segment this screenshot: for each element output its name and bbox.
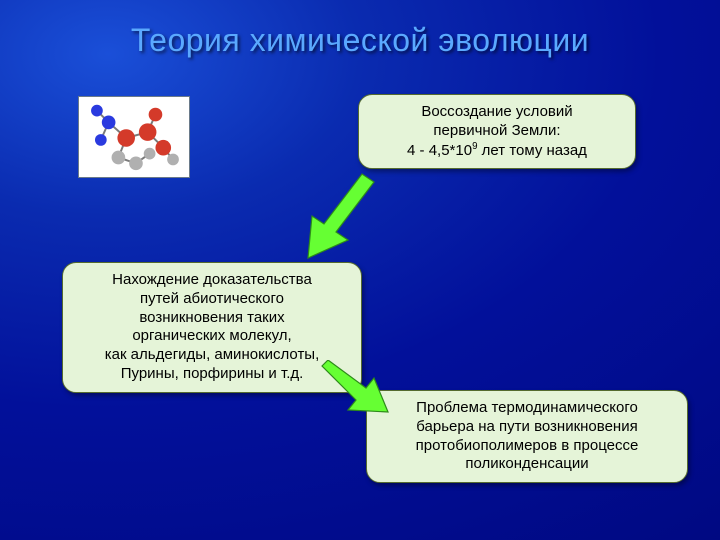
callout-right-line: протобиополимеров в процессе bbox=[377, 437, 677, 456]
arrow-icon bbox=[300, 168, 380, 264]
callout-top-line: 4 - 4,5*109 лет тому назад bbox=[369, 141, 625, 161]
callout-left-line: возникновения таких bbox=[73, 309, 351, 328]
callout-left-line: Пурины, порфирины и т.д. bbox=[73, 365, 351, 384]
callout-left-line: Нахождение доказательства bbox=[73, 271, 351, 290]
arrow-icon bbox=[316, 360, 394, 420]
text-segment: 4 - 4,5*10 bbox=[407, 142, 472, 159]
callout-top-line: первичной Земли: bbox=[369, 122, 625, 141]
callout-right-line: Проблема термодинамического bbox=[377, 399, 677, 418]
callout-top: Воссоздание условий первичной Земли: 4 -… bbox=[358, 94, 636, 169]
page-title: Теория химической эволюции bbox=[0, 22, 720, 59]
text-segment: лет тому назад bbox=[478, 142, 587, 159]
callout-left-line: путей абиотического bbox=[73, 290, 351, 309]
callout-top-line: Воссоздание условий bbox=[369, 103, 625, 122]
callout-left-line: как альдегиды, аминокислоты, bbox=[73, 346, 351, 365]
callout-left-line: органических молекул, bbox=[73, 327, 351, 346]
callout-right: Проблема термодинамического барьера на п… bbox=[366, 390, 688, 483]
callout-right-line: барьера на пути возникновения bbox=[377, 418, 677, 437]
molecule-image bbox=[78, 96, 190, 178]
molecule-icon bbox=[79, 97, 189, 177]
callout-right-line: поликонденсации bbox=[377, 455, 677, 474]
